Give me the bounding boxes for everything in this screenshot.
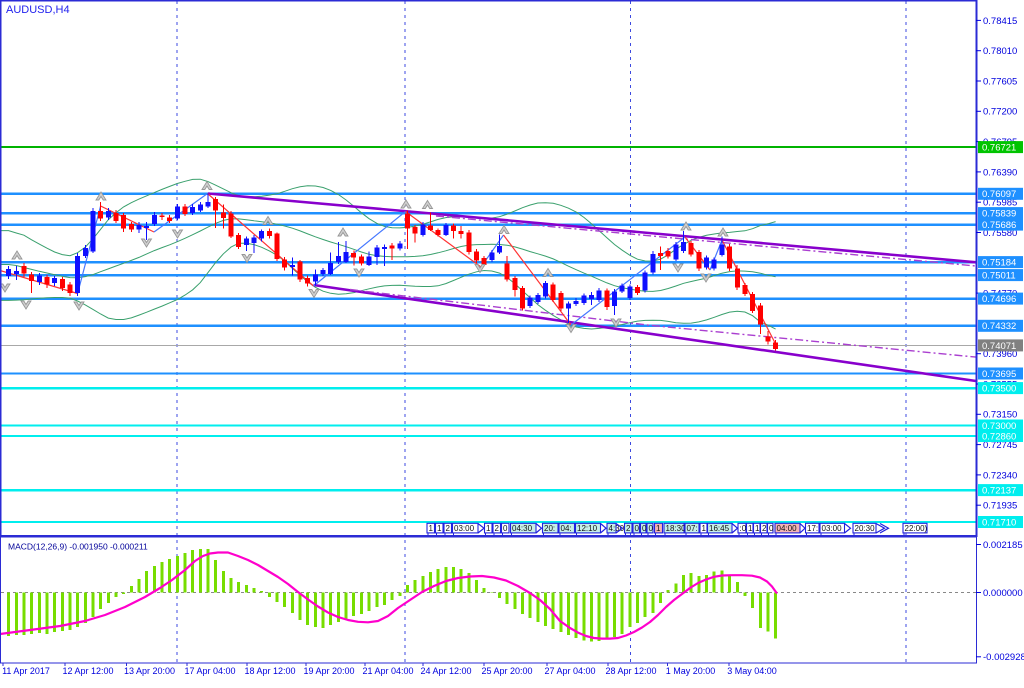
svg-text:4:30: 4:30 xyxy=(609,524,625,533)
svg-text:0.73500: 0.73500 xyxy=(982,384,1016,395)
svg-text:03:00: 03:00 xyxy=(822,524,843,533)
svg-text:0.76097: 0.76097 xyxy=(982,189,1016,200)
svg-text:0: 0 xyxy=(642,524,647,533)
svg-text:-0.002928: -0.002928 xyxy=(983,652,1024,663)
svg-text:27 Apr 04:00: 27 Apr 04:00 xyxy=(544,666,595,676)
svg-text:0.71710: 0.71710 xyxy=(982,517,1016,528)
svg-text:0.78415: 0.78415 xyxy=(983,16,1017,27)
svg-text:1: 1 xyxy=(755,524,760,533)
svg-text:0.71935: 0.71935 xyxy=(983,501,1017,512)
svg-text:25 Apr 20:00: 25 Apr 20:00 xyxy=(481,666,532,676)
svg-text:0.73960: 0.73960 xyxy=(983,349,1017,360)
svg-text:0.74332: 0.74332 xyxy=(982,321,1016,332)
svg-text:0.77605: 0.77605 xyxy=(983,76,1017,87)
svg-text:MACD(12,26,9) -0.001950 -0.000: MACD(12,26,9) -0.001950 -0.000211 xyxy=(8,542,148,552)
svg-text:2: 2 xyxy=(446,524,451,533)
svg-text:12 Apr 12:00: 12 Apr 12:00 xyxy=(62,666,113,676)
svg-text:21 Apr 04:00: 21 Apr 04:00 xyxy=(362,666,413,676)
svg-text:24 Apr 12:00: 24 Apr 12:00 xyxy=(420,666,471,676)
svg-text:13 Apr 20:00: 13 Apr 20:00 xyxy=(124,666,175,676)
svg-text:20:: 20: xyxy=(544,524,555,533)
svg-text:1 May 20:00: 1 May 20:00 xyxy=(666,666,716,676)
svg-text:1: 1 xyxy=(437,524,442,533)
svg-text:04:00: 04:00 xyxy=(777,524,798,533)
svg-text:0.75985: 0.75985 xyxy=(983,198,1017,209)
svg-text:0.77200: 0.77200 xyxy=(983,107,1017,118)
svg-text:0.75184: 0.75184 xyxy=(982,258,1016,269)
svg-text:04:30: 04:30 xyxy=(512,524,533,533)
svg-text:0.72137: 0.72137 xyxy=(982,486,1016,497)
svg-text:1: 1 xyxy=(702,524,707,533)
svg-text:0.73695: 0.73695 xyxy=(982,369,1016,380)
svg-text:AUDUSD,H4: AUDUSD,H4 xyxy=(6,4,70,16)
svg-text:0.73000: 0.73000 xyxy=(982,421,1016,432)
svg-text:03:00: 03:00 xyxy=(454,524,475,533)
svg-text:0.75011: 0.75011 xyxy=(982,271,1016,282)
svg-text:0.72340: 0.72340 xyxy=(983,470,1017,481)
svg-text:1: 1 xyxy=(429,524,434,533)
svg-text:20:30: 20:30 xyxy=(855,524,876,533)
svg-text:0.73150: 0.73150 xyxy=(983,410,1017,421)
svg-text:3 May 04:00: 3 May 04:00 xyxy=(727,666,777,676)
svg-text:1: 1 xyxy=(486,524,491,533)
svg-text:0.75839: 0.75839 xyxy=(982,209,1016,220)
svg-text:0.72745: 0.72745 xyxy=(983,440,1017,451)
svg-text:0: 0 xyxy=(635,524,640,533)
svg-text:0.75580: 0.75580 xyxy=(983,228,1017,239)
svg-text:04:: 04: xyxy=(561,524,572,533)
svg-text:0.002185: 0.002185 xyxy=(983,540,1023,551)
svg-text:0.76390: 0.76390 xyxy=(983,167,1017,178)
svg-text:28 Apr 12:00: 28 Apr 12:00 xyxy=(605,666,656,676)
svg-text:11 Apr 2017: 11 Apr 2017 xyxy=(2,666,50,676)
svg-text:2: 2 xyxy=(495,524,500,533)
svg-text:0.75686: 0.75686 xyxy=(982,220,1016,231)
svg-text:0.74071: 0.74071 xyxy=(982,341,1016,352)
svg-text:0: 0 xyxy=(769,524,774,533)
svg-text:17 Apr 04:00: 17 Apr 04:00 xyxy=(184,666,235,676)
svg-text:17:: 17: xyxy=(807,524,818,533)
svg-text:18 Apr 12:00: 18 Apr 12:00 xyxy=(244,666,295,676)
svg-text:0.78010: 0.78010 xyxy=(983,46,1017,57)
svg-text:1: 1 xyxy=(748,524,753,533)
svg-text:2: 2 xyxy=(626,524,631,533)
svg-text::00: :00 xyxy=(740,524,752,533)
svg-text:0: 0 xyxy=(649,524,654,533)
svg-text:07:: 07: xyxy=(687,524,698,533)
svg-text:0.74696: 0.74696 xyxy=(982,294,1016,305)
svg-text:0.76721: 0.76721 xyxy=(982,143,1016,154)
svg-text:2: 2 xyxy=(762,524,767,533)
svg-text:0.72860: 0.72860 xyxy=(982,431,1016,442)
svg-text:0: 0 xyxy=(503,524,508,533)
svg-text:18:30: 18:30 xyxy=(666,524,687,533)
svg-text:22:00): 22:00) xyxy=(905,524,928,533)
svg-text:1: 1 xyxy=(656,524,661,533)
svg-text:19 Apr 20:00: 19 Apr 20:00 xyxy=(303,666,354,676)
svg-text:0.000000: 0.000000 xyxy=(983,588,1023,599)
svg-text:16:45: 16:45 xyxy=(709,524,730,533)
svg-text:12:10: 12:10 xyxy=(577,524,598,533)
